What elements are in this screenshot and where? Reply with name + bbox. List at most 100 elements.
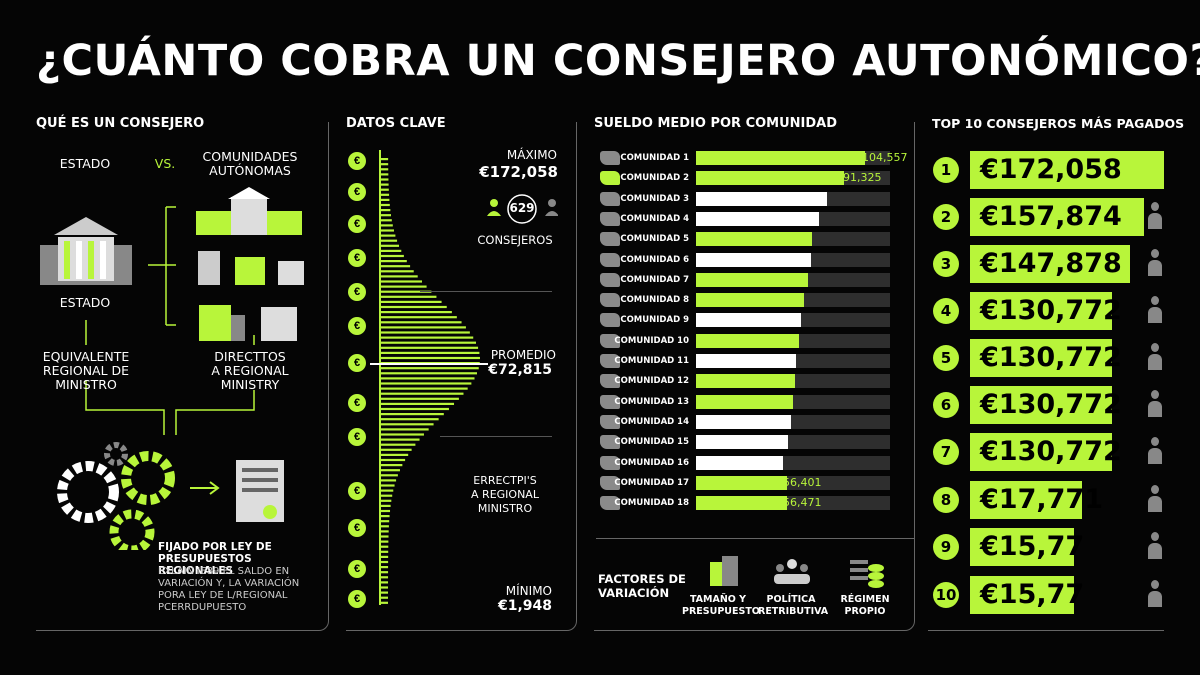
category-label: COMUNIDAD 7 (620, 274, 689, 285)
euro-coin-icon: € (348, 183, 366, 201)
bar (696, 272, 808, 287)
distribution-bar (380, 346, 479, 349)
distribution-bar (380, 438, 420, 441)
distribution-bar (380, 525, 389, 528)
rank-badge: 6 (933, 392, 959, 418)
person-icon (1148, 249, 1162, 279)
region-map-icon (600, 313, 620, 328)
distribution-bar (380, 219, 392, 222)
factores-label: FACTORES DE VARIACIÓN (598, 572, 686, 600)
bar-value-label: €91,325 (836, 171, 882, 185)
region-map-icon (600, 211, 620, 226)
distribution-bar (380, 464, 403, 467)
person-icon (1148, 485, 1162, 515)
distribution-bar (380, 270, 414, 273)
person-icon (487, 199, 501, 216)
euro-coin-icon: € (348, 560, 366, 578)
mid-text: ERRECTPI'S A REGIONAL MINISTRO (471, 474, 539, 515)
bar (696, 394, 793, 409)
factor-label-1: TAMAÑO Y PRESUPUESTO (682, 594, 760, 617)
bar (696, 455, 784, 470)
comunidades-label: COMUNIDADES AUTÓNOMAS (202, 149, 298, 178)
bar (696, 252, 811, 267)
euro-coin-icon: € (348, 317, 366, 335)
euro-coin-icon: € (348, 519, 366, 537)
rank-badge: 7 (933, 439, 959, 465)
distribution-bar (380, 265, 411, 268)
person-icon (545, 199, 558, 216)
distribution-bar (380, 484, 395, 487)
max-label: MÁXIMO (506, 148, 557, 162)
euro-coin-icon: € (348, 394, 366, 412)
rank-badge: 9 (933, 534, 959, 560)
category-label: COMUNIDAD 18 (614, 498, 689, 509)
distribution-bar (380, 469, 400, 472)
min-label: MÍNIMO (505, 584, 552, 598)
distribution-bar (380, 198, 390, 201)
bar (696, 374, 795, 389)
distribution-bar (380, 300, 442, 303)
estado-label-2: ESTADO (59, 295, 111, 310)
distribution-bar (380, 224, 393, 227)
person-icon (1148, 296, 1162, 326)
euro-coin-icon: € (348, 215, 366, 233)
distribution-bar (380, 448, 412, 451)
person-icon (1148, 437, 1162, 467)
shopping-bags-icon (710, 556, 738, 586)
distribution-bar (380, 581, 389, 584)
panel-que-es: QUÉ ES UN CONSEJERO (36, 116, 329, 631)
distribution-bar (380, 158, 389, 161)
category-label: COMUNIDAD 15 (614, 437, 689, 448)
distribution-bar (380, 545, 389, 548)
divider (420, 291, 552, 292)
category-label: COMUNIDAD 2 (620, 173, 689, 184)
top-salary-bar: €17,771 (970, 481, 1103, 519)
distribution-bar (380, 260, 407, 263)
top-salary-bar: €157,874 (970, 198, 1144, 236)
distribution-bar (380, 530, 389, 533)
bar-value-label: €56,471 (776, 496, 822, 510)
euro-coin-icon: € (348, 354, 366, 372)
distribution-chart (370, 150, 488, 605)
person-icon (1148, 202, 1162, 232)
distribution-bar (380, 499, 392, 502)
distribution-bar (380, 601, 389, 604)
distribution-bar (380, 311, 452, 314)
distribution-bar (380, 377, 475, 380)
distribution-bar (380, 576, 389, 579)
category-label: COMUNIDAD 9 (620, 315, 689, 326)
avg-value: €72,815 (488, 362, 552, 378)
euro-coin-icon: € (348, 482, 366, 500)
distribution-bar (380, 402, 455, 405)
distribution-bar (380, 336, 474, 339)
region-map-icon (600, 252, 620, 267)
person-icon (1148, 343, 1162, 373)
euro-coin-icon: € (348, 152, 366, 170)
category-label: COMUNIDAD 16 (614, 457, 689, 468)
distribution-bar (380, 305, 447, 309)
bar-value-label: €104,557 (855, 151, 908, 164)
distribution-bar (380, 290, 432, 293)
rank-badge: 2 (933, 204, 959, 230)
distribution-bar (380, 249, 402, 252)
top-salary-bar: €147,878 (970, 245, 1130, 283)
panel-header: QUÉ ES UN CONSEJERO (36, 116, 213, 131)
coins-stack-icon (850, 560, 884, 588)
distribution-bar (380, 341, 476, 344)
page-title: ¿CUÁNTO COBRA UN CONSEJERO AUTONÓMICO? (36, 36, 1200, 86)
euro-coin-icon: € (348, 283, 366, 301)
divider (596, 538, 914, 539)
panel-datos-clave: DATOS CLAVE (346, 116, 577, 631)
distribution-bar (380, 285, 427, 288)
distribution-bar (380, 356, 480, 360)
region-map-icon (600, 333, 620, 348)
category-label: COMUNIDAD 17 (614, 477, 689, 488)
distribution-bar (380, 397, 459, 400)
distribution-bar (380, 433, 424, 436)
rank-badge: 1 (933, 157, 959, 183)
distribution-bar (380, 254, 404, 258)
bar (696, 293, 805, 308)
category-label: COMUNIDAD 12 (614, 376, 689, 387)
state-building-icon (40, 217, 132, 285)
estado-label: ESTADO (59, 156, 111, 171)
